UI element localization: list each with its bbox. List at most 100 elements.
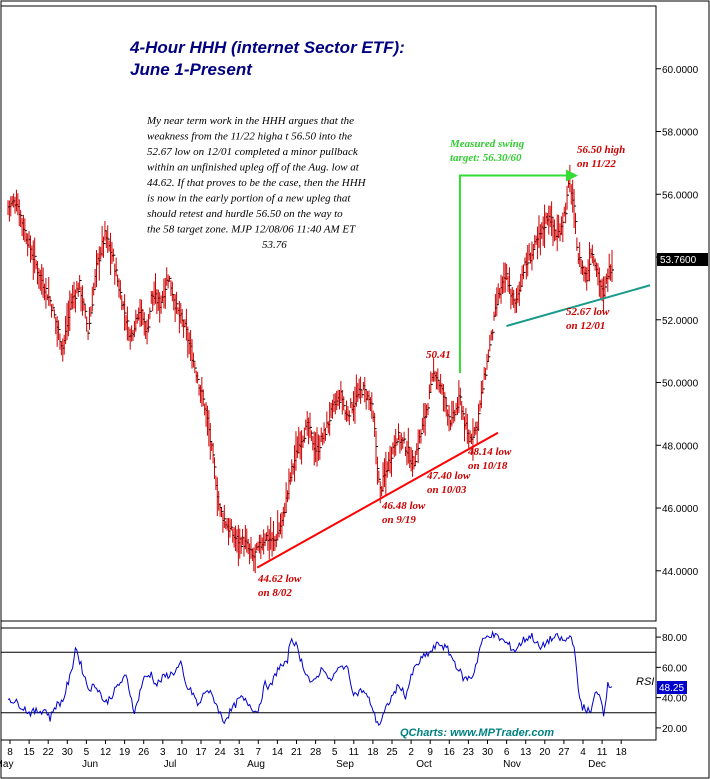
support-trendline-teal bbox=[506, 284, 651, 328]
price-tick-label: 56.0000 bbox=[662, 190, 699, 201]
x-tick-label: 23 bbox=[463, 747, 475, 758]
annotation-text: Measured swing bbox=[449, 138, 525, 150]
annotation-text: 48.14 low bbox=[467, 446, 512, 458]
note-price: 53.76 bbox=[262, 239, 287, 251]
price-tick-label: 52.0000 bbox=[662, 316, 699, 327]
price-tick-label: 50.0000 bbox=[662, 379, 699, 390]
annotation-text: on 10/03 bbox=[427, 484, 467, 496]
price-tick-label: 46.0000 bbox=[662, 504, 699, 515]
month-label: May bbox=[0, 759, 13, 770]
x-tick-label: 13 bbox=[520, 747, 532, 758]
x-tick-label: 31 bbox=[234, 747, 246, 758]
x-tick-label: 30 bbox=[482, 747, 494, 758]
rsi-series-label: RSI bbox=[636, 676, 654, 688]
x-tick-label: 5 bbox=[332, 747, 338, 758]
x-tick-label: 21 bbox=[291, 747, 303, 758]
note-line: within an unfinished upleg off of the Au… bbox=[147, 162, 360, 174]
chart-title-line2: June 1-Present bbox=[130, 60, 253, 79]
annotation-text: on 10/18 bbox=[468, 460, 508, 472]
measured-swing-arrow bbox=[458, 169, 578, 374]
annotation-text: 47.40 low bbox=[426, 470, 471, 482]
rsi-line bbox=[7, 630, 613, 727]
annotation-text: on 9/19 bbox=[382, 514, 416, 526]
note-line: 44.62. If that proves to be the case, th… bbox=[147, 177, 367, 189]
month-label: Jul bbox=[164, 759, 177, 770]
rsi-last-value-label: 48.25 bbox=[659, 683, 684, 694]
target-arrow-line bbox=[458, 174, 574, 374]
x-tick-label: 25 bbox=[386, 747, 398, 758]
annotation-text: on 11/22 bbox=[577, 158, 616, 170]
annotation-text: 52.67 low bbox=[566, 306, 610, 318]
x-tick-label: 11 bbox=[349, 747, 360, 758]
x-tick-label: 12 bbox=[100, 747, 112, 758]
x-tick-label: 20 bbox=[539, 747, 551, 758]
annotation-text: 56.50 high bbox=[577, 144, 625, 156]
last-price-label: 53.7600 bbox=[660, 255, 697, 266]
x-tick-label: 7 bbox=[256, 747, 262, 758]
annotation-text: target: 56.30/60 bbox=[450, 152, 522, 164]
x-tick-label: 24 bbox=[215, 747, 227, 758]
month-label: Aug bbox=[247, 759, 265, 770]
x-tick-label: 26 bbox=[138, 747, 150, 758]
note-line: My near term work in the HHH argues that… bbox=[146, 115, 354, 127]
x-tick-label: 11 bbox=[597, 747, 608, 758]
x-tick-label: 10 bbox=[176, 747, 188, 758]
annotation-text: 44.62 low bbox=[257, 573, 302, 585]
price-bars bbox=[7, 164, 614, 574]
price-tick-label: 60.0000 bbox=[662, 65, 699, 76]
trendlines bbox=[256, 284, 651, 569]
note-line: should retest and hurdle 56.50 on the wa… bbox=[147, 208, 343, 220]
last-price-box bbox=[657, 253, 708, 266]
target-arrow-head bbox=[565, 169, 578, 182]
note-line: is now in the early portion of a new upl… bbox=[147, 193, 351, 205]
x-tick-label: 8 bbox=[7, 747, 13, 758]
rsi-panel-frame bbox=[0, 627, 657, 741]
commentary-note: My near term work in the HHH argues that… bbox=[146, 115, 367, 251]
x-axis: 8 15 22 30 5 12 19 26 3 10 17 24 31 7 14 21 28 5 11 18 25 2 9 1… bbox=[0, 740, 627, 770]
x-tick-label: 3 bbox=[160, 747, 166, 758]
rsi-tick-label: 20.00 bbox=[662, 724, 687, 735]
chart-title-line1: 4-Hour HHH (internet Sector ETF): bbox=[129, 38, 405, 57]
x-tick-label: 6 bbox=[504, 747, 510, 758]
annotation-text: on 8/02 bbox=[258, 587, 292, 599]
rsi-tick-label: 40.00 bbox=[662, 694, 687, 705]
month-label: Jun bbox=[82, 759, 98, 770]
x-tick-label: 18 bbox=[367, 747, 379, 758]
x-tick-label: 5 bbox=[84, 747, 90, 758]
x-tick-label: 4 bbox=[580, 747, 586, 758]
x-tick-label: 19 bbox=[119, 747, 131, 758]
watermark: QCharts: www.MPTrader.com bbox=[400, 727, 554, 739]
x-tick-label: 18 bbox=[616, 747, 628, 758]
note-line: weakness from the 11/22 higha t 56.50 in… bbox=[147, 131, 352, 143]
price-tick-label: 44.0000 bbox=[662, 567, 699, 578]
support-trendline-red bbox=[256, 431, 499, 569]
month-label: Sep bbox=[336, 759, 354, 770]
rsi-y-axis: 20.00 40.00 60.00 80.00 bbox=[1, 633, 687, 735]
x-tick-label: 28 bbox=[310, 747, 322, 758]
x-tick-label: 17 bbox=[195, 747, 207, 758]
price-tick-label: 58.0000 bbox=[662, 128, 699, 139]
rsi-tick-label: 60.00 bbox=[662, 663, 687, 674]
x-tick-label: 27 bbox=[558, 747, 570, 758]
month-label: Oct bbox=[416, 759, 432, 770]
x-tick-label: 2 bbox=[408, 747, 414, 758]
x-tick-label: 15 bbox=[24, 747, 36, 758]
annotation-text: on 12/01 bbox=[566, 320, 605, 332]
x-tick-label: 30 bbox=[62, 747, 74, 758]
month-label: Dec bbox=[588, 759, 606, 770]
note-line: 52.67 low on 12/01 completed a minor pul… bbox=[147, 146, 359, 158]
price-panel-frame bbox=[0, 5, 657, 622]
x-tick-label: 16 bbox=[444, 747, 456, 758]
annotation-text: 50.41 bbox=[426, 349, 451, 361]
annotations: Measured swing target: 56.30/60 56.50 high… bbox=[257, 138, 625, 599]
note-line: the 58 target zone. MJP 12/08/06 11:40 A… bbox=[147, 224, 356, 236]
month-label: Nov bbox=[503, 759, 521, 770]
rsi-last-value-box bbox=[657, 681, 687, 694]
x-tick-label: 14 bbox=[272, 747, 284, 758]
price-tick-label: 48.0000 bbox=[662, 441, 699, 452]
rsi-tick-label: 80.00 bbox=[662, 633, 687, 644]
x-tick-label: 22 bbox=[43, 747, 55, 758]
annotation-text: 46.48 low bbox=[381, 500, 426, 512]
x-tick-label: 9 bbox=[427, 747, 433, 758]
